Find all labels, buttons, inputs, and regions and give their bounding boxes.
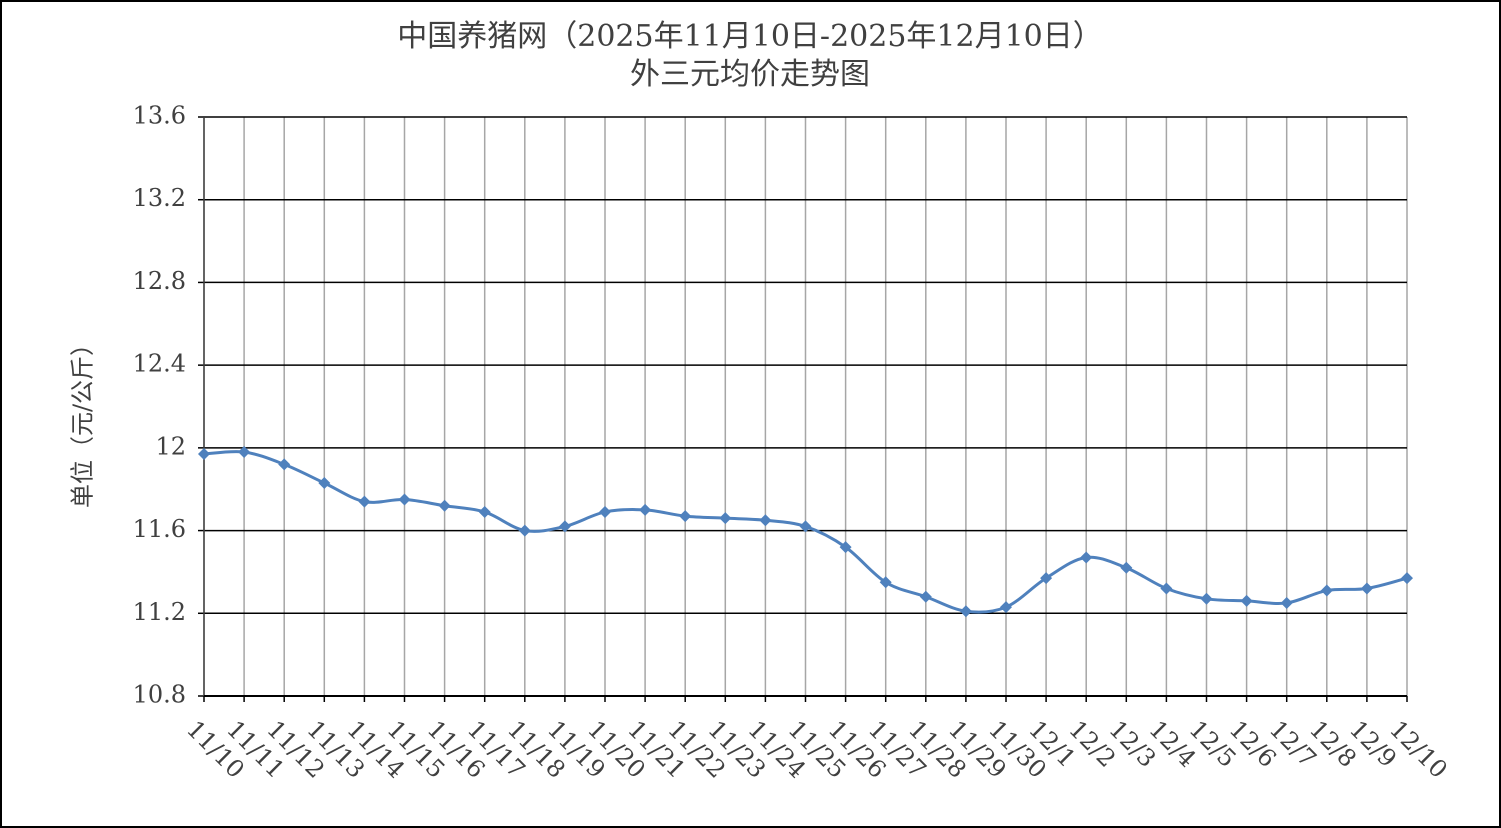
data-marker (599, 505, 611, 518)
data-marker (1280, 596, 1293, 609)
data-marker (318, 477, 331, 490)
data-marker (278, 458, 291, 471)
data-marker (639, 503, 652, 516)
y-tick-label: 10.8 (133, 681, 186, 709)
data-marker (1360, 582, 1373, 595)
data-marker (1080, 551, 1093, 564)
data-marker (679, 510, 692, 523)
y-tick-label: 13.6 (133, 102, 186, 130)
data-marker (839, 541, 852, 554)
data-marker (1120, 561, 1133, 574)
data-marker (1240, 594, 1253, 607)
y-tick-label: 12.8 (133, 267, 186, 295)
data-marker (1160, 582, 1173, 595)
data-marker (1200, 592, 1213, 605)
data-marker (1000, 601, 1012, 614)
data-marker (759, 514, 772, 527)
data-marker (1320, 584, 1333, 597)
data-marker (1401, 572, 1413, 585)
chart-subtitle: 外三元均价走势图 (630, 57, 870, 92)
data-marker (879, 576, 892, 589)
data-marker (1040, 572, 1053, 585)
data-marker (799, 520, 812, 533)
data-marker (438, 499, 451, 512)
y-tick-label: 11.6 (133, 515, 186, 543)
data-marker (919, 590, 932, 603)
chart-title: 中国养猪网（2025年11月10日-2025年12月10日） (397, 19, 1103, 54)
data-marker (959, 605, 972, 618)
y-axis-label: 单位（元/公斤） (69, 332, 97, 508)
data-marker (719, 512, 732, 525)
y-tick-label: 11.2 (133, 598, 186, 626)
data-marker (398, 493, 411, 506)
y-tick-label: 12.4 (133, 350, 186, 378)
data-marker (358, 495, 371, 508)
y-tick-label: 13.2 (133, 184, 186, 212)
data-marker (558, 520, 571, 533)
data-marker (478, 505, 491, 518)
data-marker (238, 445, 251, 458)
y-tick-label: 12 (155, 432, 186, 460)
data-marker (198, 448, 210, 461)
data-marker (518, 524, 531, 537)
